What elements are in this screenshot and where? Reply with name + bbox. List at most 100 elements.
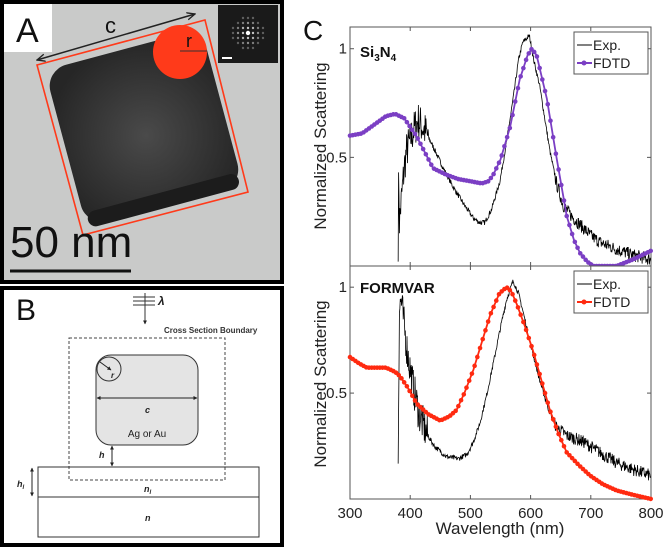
series-fdtd-marker <box>548 409 553 415</box>
diffraction-spot <box>241 21 245 25</box>
diffraction-spot <box>236 26 240 30</box>
series-fdtd-marker <box>534 362 540 367</box>
diffraction-spot <box>261 26 265 30</box>
series-fdtd-marker <box>564 213 570 219</box>
y-tick-label: 0.5 <box>326 385 347 402</box>
series-fdtd-marker <box>485 179 491 184</box>
series-fdtd-marker <box>537 371 542 377</box>
incident-wave-icon <box>133 293 155 325</box>
diffraction-spot <box>251 31 255 35</box>
series-fdtd-marker <box>512 99 518 104</box>
series-fdtd-marker <box>456 403 461 409</box>
radius-label: r <box>111 371 115 380</box>
series-fdtd-marker <box>491 171 496 177</box>
diffraction-spot <box>251 26 255 30</box>
legend-box <box>573 270 649 314</box>
series-fdtd-marker <box>507 125 513 131</box>
diffraction-spot <box>246 21 250 25</box>
legend-label: FDTD <box>593 294 630 310</box>
series-fdtd-marker <box>472 363 477 369</box>
corner-radius-circle <box>153 25 207 79</box>
series-fdtd-marker <box>480 336 486 342</box>
diffraction-spot <box>251 16 255 20</box>
x-tick-label: 400 <box>398 505 423 522</box>
series-fdtd-marker <box>542 88 548 94</box>
series-fdtd-marker <box>518 312 523 318</box>
series-fdtd-marker <box>572 239 578 245</box>
series-fdtd-marker <box>491 304 496 310</box>
series-fdtd-marker <box>515 85 521 91</box>
x-tick-label: 300 <box>337 505 362 522</box>
series-fdtd-marker <box>559 182 564 188</box>
series-fdtd-marker <box>564 450 570 455</box>
series-fdtd-marker <box>561 198 567 203</box>
legend-label: Exp. <box>593 37 621 53</box>
series-fdtd-marker <box>477 345 483 351</box>
series-fdtd-marker <box>404 119 410 125</box>
series-fdtd-marker <box>396 372 402 378</box>
y-axis-label-top: Normalized Scattering <box>311 62 330 229</box>
panel-c-label: C <box>303 15 323 46</box>
legend-label: Exp. <box>593 276 621 292</box>
series-fdtd-marker <box>648 248 653 254</box>
diffraction-spot <box>256 41 260 45</box>
series-fdtd-marker <box>559 437 564 443</box>
legend-box <box>573 31 649 75</box>
dimension-c-arrow <box>37 14 195 60</box>
series-fdtd-marker <box>542 390 548 396</box>
diffraction-spot <box>251 21 255 25</box>
series-fdtd-marker <box>531 352 537 358</box>
series-fdtd-marker <box>483 328 488 333</box>
series-fdtd-marker <box>545 400 551 405</box>
series-fdtd-marker <box>493 166 499 171</box>
diffraction-spot <box>256 31 260 35</box>
y-tick-label: 0.5 <box>326 149 347 166</box>
series-fdtd-marker <box>567 452 572 458</box>
series-fdtd-marker <box>502 143 507 149</box>
series-fdtd-marker <box>534 54 540 59</box>
chart-formvar-title: FORMVAR <box>360 280 435 297</box>
diffraction-spot <box>261 36 265 40</box>
series-fdtd-marker <box>466 378 472 383</box>
x-tick-label: 500 <box>458 505 483 522</box>
series-fdtd-marker <box>412 131 418 137</box>
y-tick-label: 1 <box>339 279 347 296</box>
series-fdtd-marker <box>510 291 515 297</box>
series-fdtd-marker <box>399 376 404 381</box>
series-fdtd-marker <box>461 392 467 397</box>
series-fdtd-marker <box>648 496 653 502</box>
series-fdtd-marker <box>540 381 545 386</box>
legend-marker <box>581 60 587 66</box>
series-fdtd-marker <box>531 49 537 55</box>
series-fdtd-marker <box>510 112 515 118</box>
diffraction-spot <box>251 41 255 45</box>
series-fdtd-marker <box>499 153 505 158</box>
series-fdtd-marker <box>426 157 431 162</box>
series-fdtd-marker <box>420 146 426 152</box>
wavelength-symbol: λ <box>157 294 165 308</box>
diffraction-spot <box>256 21 260 25</box>
chart-formvar: 300 400 500 600 700 800 0.5 1 Exp. FDTD <box>326 265 664 522</box>
series-fdtd-marker <box>401 380 407 385</box>
series-fdtd-marker <box>521 319 526 325</box>
series-fdtd-marker <box>572 458 578 464</box>
legend-marker <box>581 299 587 305</box>
nanocube-image <box>49 33 239 227</box>
diffraction-pattern <box>231 16 265 50</box>
series-fdtd-marker <box>537 65 542 71</box>
series-fdtd-marker <box>475 354 480 360</box>
series-fdtd-marker <box>488 311 494 316</box>
series-fdtd-marker <box>526 335 532 341</box>
diffraction-spot <box>256 26 260 30</box>
series-fdtd-marker <box>523 57 529 63</box>
series-fdtd-marker <box>550 134 556 140</box>
diffraction-spot <box>241 26 245 30</box>
panel-b-label: B <box>16 294 36 327</box>
series-fdtd-marker <box>556 431 561 437</box>
substrate-rect <box>37 496 260 538</box>
layer-thickness-label: hl <box>17 479 25 491</box>
diffraction-spot <box>241 36 245 40</box>
diffraction-spot <box>251 46 255 50</box>
diffraction-spot <box>251 36 255 40</box>
diffraction-spot <box>236 31 240 35</box>
